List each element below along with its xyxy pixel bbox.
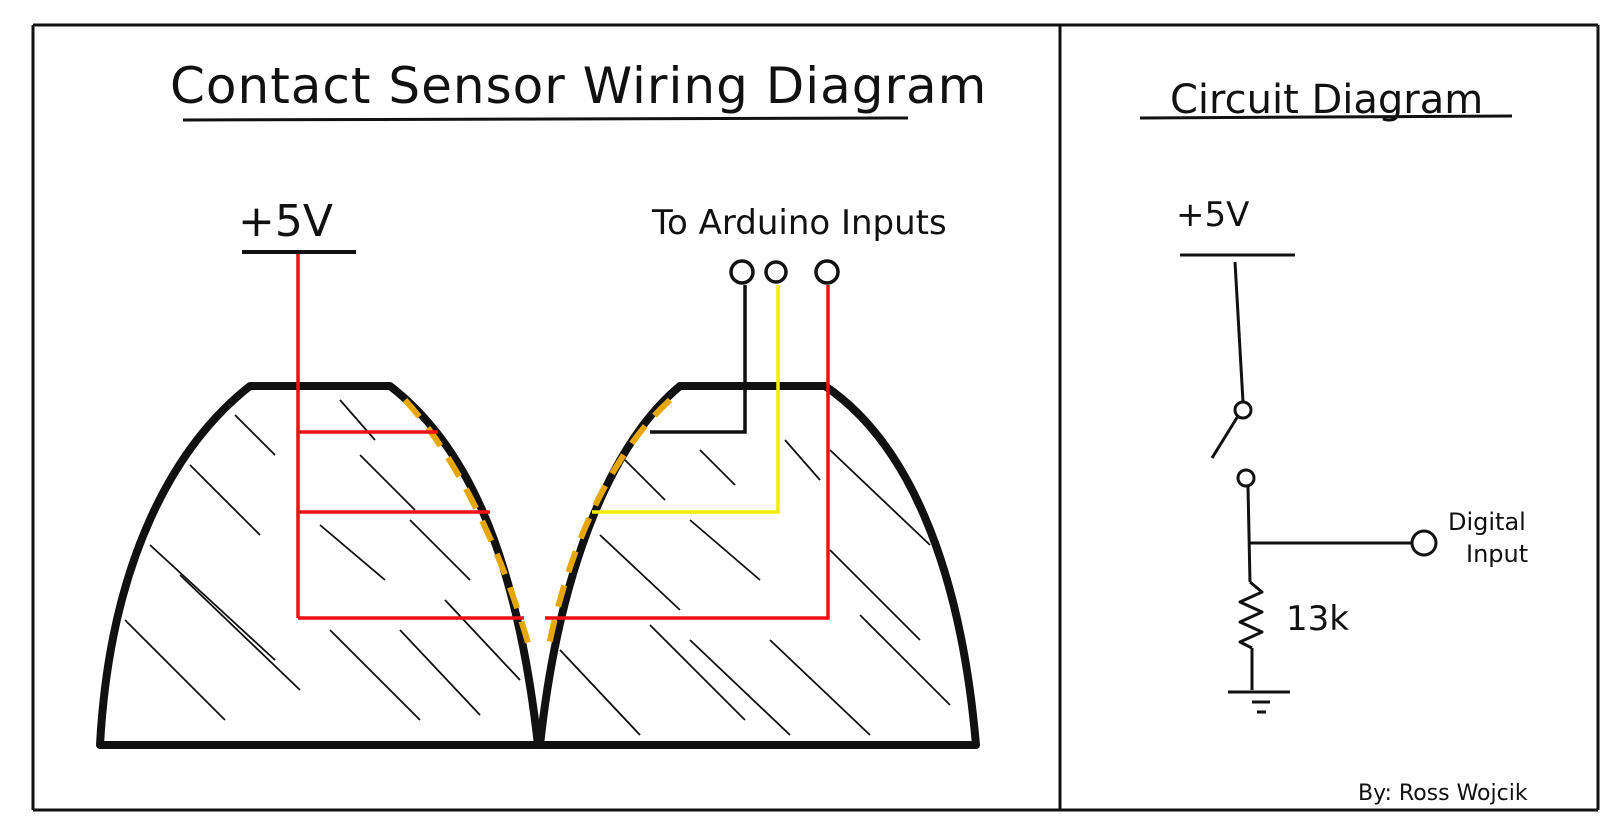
red-wire	[545, 285, 830, 620]
circuit-wire-top	[1233, 261, 1245, 403]
right-contact-strip	[545, 397, 673, 651]
arduino-input-terminals	[729, 259, 840, 285]
supply-wires	[296, 254, 524, 620]
wiring-diagram-title: Contact Sensor Wiring Diagram	[170, 57, 987, 115]
circuit-title-underline	[1139, 114, 1513, 120]
author-credit: By: Ross Wojcik	[1358, 781, 1528, 806]
resistor-symbol	[1238, 580, 1264, 650]
terminal-1	[729, 259, 755, 285]
right-dome-hatching	[559, 439, 951, 736]
circuit-diagram-panel: Circuit Diagram +5V Digital Input 13k	[1139, 77, 1528, 806]
resistor-label: 13k	[1286, 599, 1349, 639]
ground-symbol	[1228, 690, 1290, 714]
wiring-title-underline	[182, 116, 909, 122]
switch-symbol	[1210, 400, 1256, 488]
digital-input-terminal	[1410, 529, 1438, 557]
left-dome-hatching	[124, 399, 521, 721]
wiring-diagram-panel: Contact Sensor Wiring Diagram +5V To Ard…	[96, 57, 987, 749]
circuit-supply-label: +5V	[1176, 195, 1249, 235]
left-contact-strip	[402, 397, 533, 651]
circuit-wire-middle	[1246, 486, 1252, 583]
digital-input-label-line1: Digital	[1448, 508, 1526, 536]
right-dome-outline	[536, 382, 980, 749]
arduino-wires	[545, 285, 830, 620]
terminal-3	[814, 259, 840, 285]
yellow-wire	[592, 285, 780, 514]
left-dome-outline	[96, 382, 542, 749]
supply-label: +5V	[238, 196, 333, 247]
digital-input-label-line2: Input	[1466, 540, 1528, 568]
black-wire	[650, 285, 747, 434]
arduino-inputs-label: To Arduino Inputs	[651, 203, 947, 243]
terminal-2	[764, 260, 788, 284]
frame	[31, 23, 1600, 812]
